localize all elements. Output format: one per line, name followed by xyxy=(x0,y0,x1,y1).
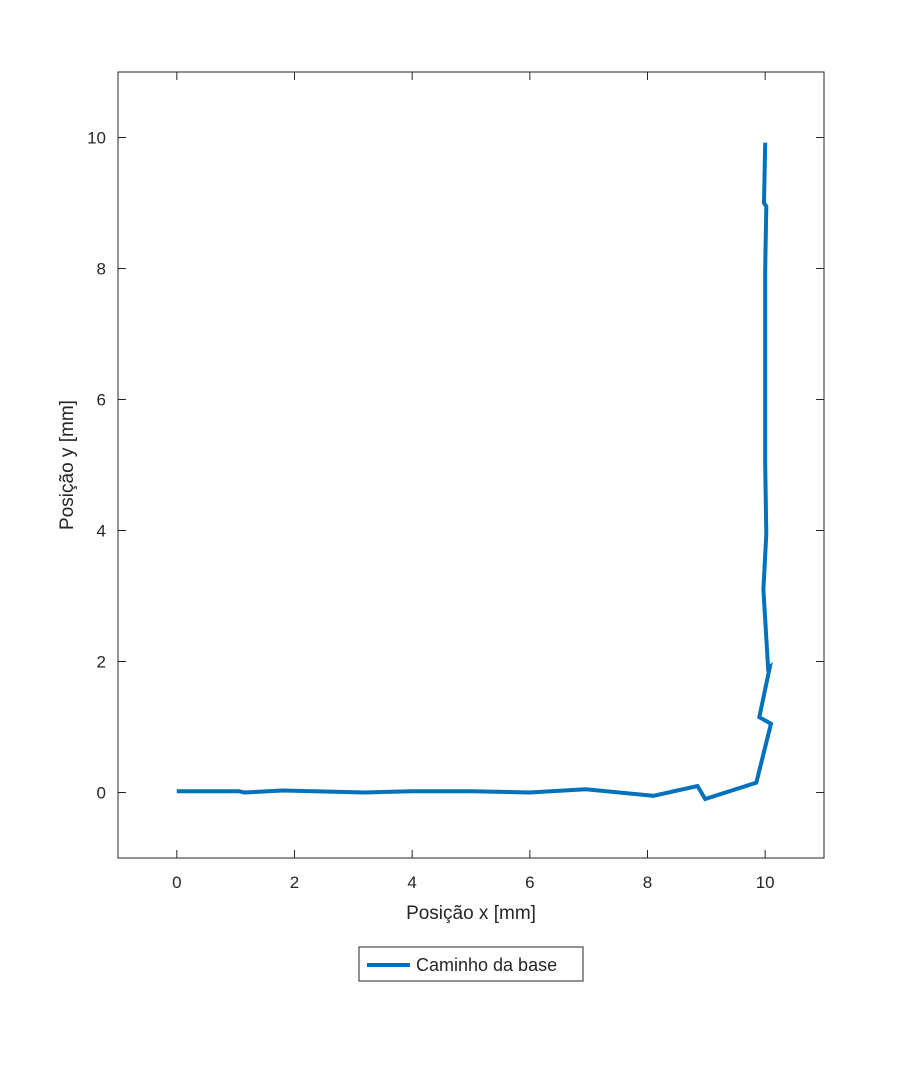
x-tick-label: 0 xyxy=(172,873,181,892)
y-tick-label: 6 xyxy=(97,391,106,410)
legend: Caminho da base xyxy=(358,946,584,982)
plot-background xyxy=(118,72,824,858)
tick-labels: 0 2 4 6 8 10 0 2 4 6 8 10 xyxy=(87,129,775,893)
y-tick-label: 8 xyxy=(97,260,106,279)
y-tick-label: 4 xyxy=(97,522,106,541)
y-tick-label: 0 xyxy=(97,784,106,803)
y-tick-label: 10 xyxy=(87,129,106,148)
plot-frame xyxy=(117,71,825,859)
y-axis-label: Posição y [mm] xyxy=(57,400,78,530)
legend-label-caminho-da-base: Caminho da base xyxy=(416,955,557,975)
x-tick-label: 4 xyxy=(407,873,416,892)
x-tick-label: 6 xyxy=(525,873,534,892)
series-layer xyxy=(176,142,774,802)
y-tick-label: 2 xyxy=(97,653,106,672)
series-line-caminho-da-base xyxy=(176,142,774,802)
x-tick-label: 10 xyxy=(756,873,775,892)
x-tick-label: 2 xyxy=(290,873,299,892)
x-axis-label: Posição x [mm] xyxy=(406,903,536,924)
x-tick-label: 8 xyxy=(643,873,652,892)
tick-marks xyxy=(118,72,824,858)
